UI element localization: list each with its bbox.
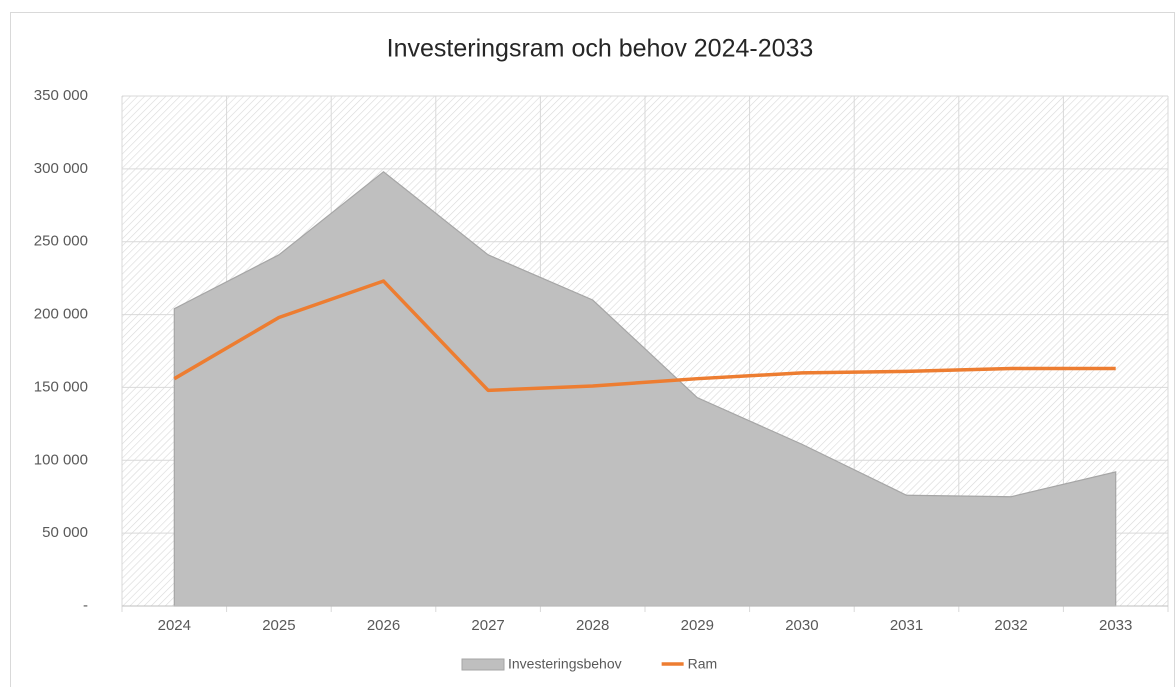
x-tick-label: 2030 bbox=[785, 617, 818, 634]
x-tick-label: 2028 bbox=[576, 617, 609, 634]
y-tick-label: 350 000 bbox=[34, 87, 88, 104]
x-tick-label: 2024 bbox=[158, 617, 191, 634]
x-tick-label: 2031 bbox=[890, 617, 923, 634]
x-tick-label: 2029 bbox=[681, 617, 714, 634]
y-tick-label: 250 000 bbox=[34, 233, 88, 250]
legend-label: Investeringsbehov bbox=[508, 656, 622, 672]
y-tick-label: 300 000 bbox=[34, 160, 88, 177]
y-tick-label: 50 000 bbox=[42, 524, 88, 541]
area bbox=[173, 171, 1117, 607]
legend-swatch bbox=[461, 658, 505, 671]
x-tick-label: 2026 bbox=[367, 617, 400, 634]
x-tick-label: 2027 bbox=[471, 617, 504, 634]
y-tick-label: 150 000 bbox=[34, 378, 88, 395]
legend-label: Ram bbox=[688, 656, 718, 672]
y-tick-label: 100 000 bbox=[34, 451, 88, 468]
x-tick-label: 2025 bbox=[262, 617, 295, 634]
x-tick-label: 2032 bbox=[994, 617, 1027, 634]
y-tick-label: 200 000 bbox=[34, 306, 88, 323]
chart-title: Investeringsram och behov 2024-2033 bbox=[387, 35, 814, 63]
x-tick-label: 2033 bbox=[1099, 617, 1132, 634]
y-tick-label: - bbox=[83, 597, 88, 614]
line bbox=[173, 279, 1116, 393]
